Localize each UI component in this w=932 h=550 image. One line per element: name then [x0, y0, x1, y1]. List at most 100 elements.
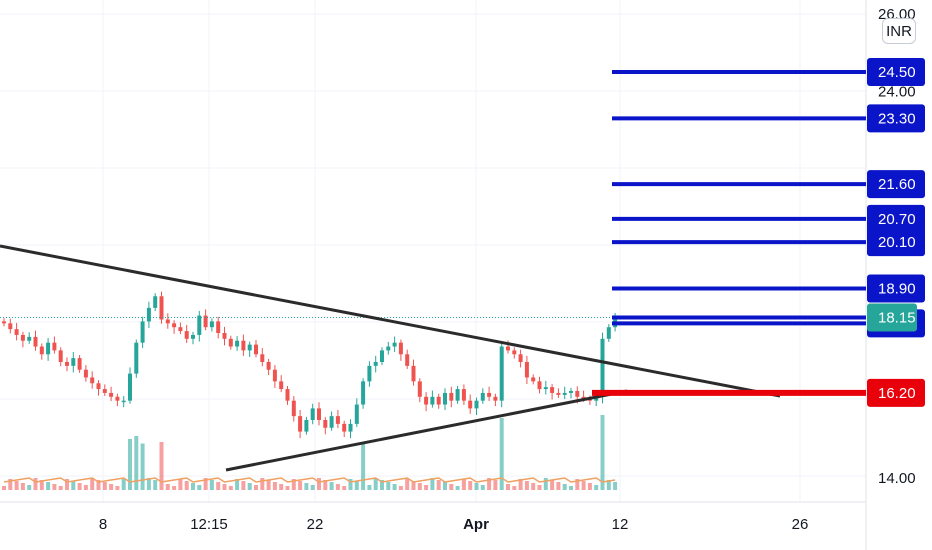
- candle-body: [58, 350, 63, 362]
- volume-bar: [33, 478, 38, 490]
- candle-body: [411, 365, 416, 382]
- time-tick-label: Apr: [463, 516, 489, 533]
- volume-bar: [468, 481, 473, 490]
- volume-bar: [613, 482, 618, 490]
- volume-bar: [46, 482, 51, 490]
- candle-body: [594, 396, 599, 401]
- volume-bar: [392, 484, 397, 490]
- volume-bar: [606, 480, 611, 490]
- candle-body: [430, 396, 435, 405]
- candle-body: [172, 323, 177, 328]
- volume-bar: [52, 484, 57, 490]
- price-axis[interactable]: 26.0024.0014.0024.5023.3021.6020.7020.10…: [867, 6, 925, 487]
- candle-body: [373, 362, 378, 366]
- candle-body: [90, 377, 95, 384]
- volume-bar: [480, 485, 485, 490]
- volume-bar: [587, 483, 592, 490]
- level-price-tag: [867, 228, 925, 257]
- candle-body: [298, 416, 303, 432]
- volume-bar: [140, 443, 145, 490]
- candle-body: [115, 396, 120, 401]
- volume-bar: [323, 480, 328, 490]
- volume-bar: [77, 483, 82, 490]
- trendlines: [0, 244, 781, 472]
- volume-bar: [90, 478, 95, 490]
- candle-body: [361, 381, 366, 405]
- volume-bar: [298, 481, 303, 490]
- candle-body: [380, 350, 384, 362]
- candle-body: [487, 392, 492, 397]
- volume-bar: [354, 481, 359, 490]
- candle-body: [128, 373, 132, 401]
- volume-bar: [58, 486, 63, 490]
- candle-body: [499, 346, 504, 401]
- last-price-label: 18.15: [878, 310, 916, 327]
- candle-body: [178, 327, 183, 332]
- volume-bar: [449, 484, 454, 490]
- candle-body: [285, 389, 290, 401]
- volume-bar: [279, 484, 284, 490]
- candle-body: [524, 362, 529, 378]
- volume-bar: [499, 418, 504, 490]
- candle-body: [537, 381, 542, 390]
- volume-bar: [304, 483, 309, 490]
- candle-body: [14, 329, 19, 335]
- candle-body: [392, 342, 397, 347]
- volume-moving-average: [3, 477, 616, 483]
- level-price-tag: [867, 204, 925, 233]
- volume-bar: [461, 479, 466, 490]
- volume-bar: [373, 478, 378, 490]
- candle-body: [279, 381, 284, 390]
- time-tick-label: 26: [792, 516, 809, 533]
- candle-body: [342, 423, 347, 432]
- candle-body: [455, 389, 460, 401]
- time-axis[interactable]: 8 12:15 22 Apr 12 26: [99, 516, 809, 533]
- candle-body: [304, 420, 309, 432]
- candle-body: [272, 369, 277, 382]
- candle-body: [474, 400, 479, 409]
- volume-bar: [14, 481, 19, 490]
- volume-bar: [537, 485, 542, 490]
- price-tick-label: 24.00: [878, 83, 916, 100]
- volume-bar: [575, 479, 580, 490]
- candle-body: [468, 400, 473, 409]
- volume-bar: [235, 479, 240, 490]
- volume-bar: [512, 486, 517, 490]
- candle-body: [65, 362, 69, 366]
- volume-bar: [159, 442, 164, 490]
- candle-body: [317, 408, 321, 420]
- upper-trendline: [0, 244, 781, 398]
- candle-body: [52, 342, 57, 351]
- candle-body: [146, 307, 151, 322]
- volume-bar: [228, 486, 233, 490]
- level-price-tag: [867, 274, 925, 303]
- candle-body: [235, 340, 240, 347]
- volume-bar: [39, 480, 44, 490]
- volume-bars: [2, 415, 618, 490]
- candle-body: [228, 338, 233, 347]
- candle-body: [20, 334, 25, 341]
- level-price-label: 24.50: [878, 64, 916, 81]
- candle-body: [77, 358, 82, 370]
- candle-body: [329, 416, 334, 428]
- candle-body: [543, 387, 548, 390]
- candle-body: [247, 344, 252, 351]
- last-price-tag: [867, 303, 917, 332]
- volume-bar: [398, 486, 403, 490]
- volume-bar: [455, 486, 460, 490]
- volume-bar: [411, 481, 416, 490]
- volume-bar: [562, 484, 567, 490]
- candle-body: [216, 321, 221, 333]
- candle-body: [310, 408, 315, 420]
- volume-bar: [506, 484, 510, 490]
- volume-bar: [335, 484, 340, 490]
- volume-bar: [291, 479, 296, 490]
- candle-body: [512, 350, 517, 355]
- candle-body: [569, 391, 573, 393]
- candle-body: [398, 342, 403, 355]
- currency-button[interactable]: INR: [882, 18, 916, 44]
- volume-bar: [443, 482, 447, 490]
- volume-bar: [128, 439, 132, 490]
- candle-body: [480, 392, 485, 401]
